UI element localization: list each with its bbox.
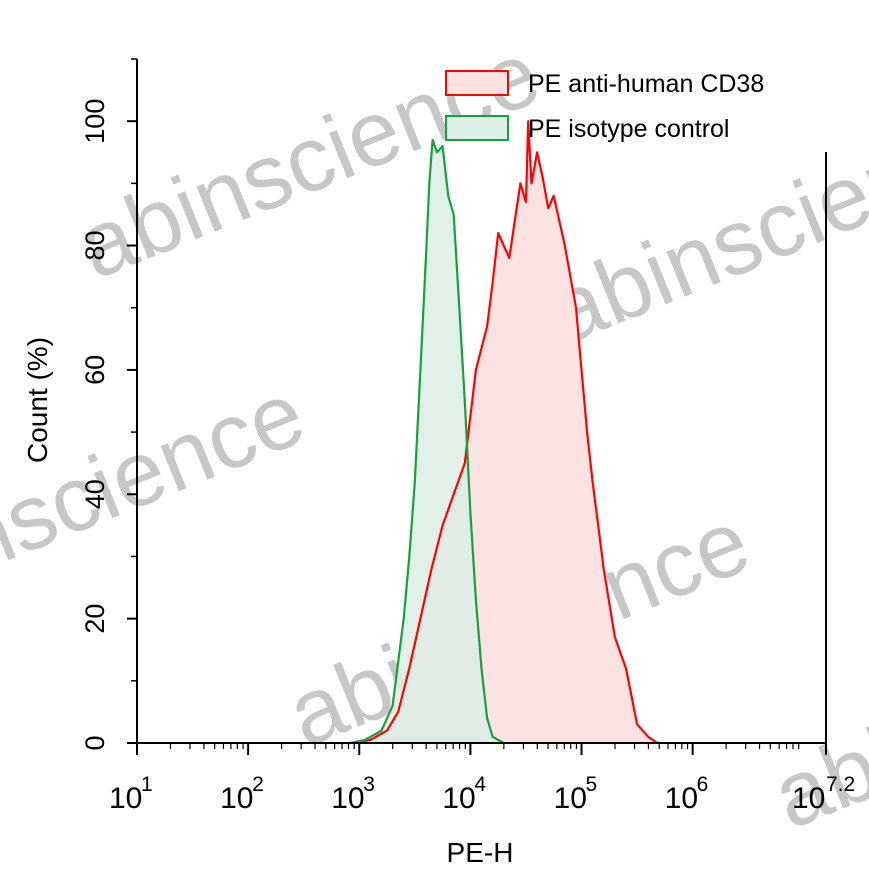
- x-tick-exponent: 5: [586, 773, 598, 796]
- y-tick-label: 40: [80, 479, 110, 509]
- legend-label-isotype: PE isotype control: [528, 115, 730, 143]
- x-tick-label: 10: [554, 782, 587, 815]
- series-line-1: [350, 138, 505, 745]
- y-tick-label: 80: [80, 231, 110, 261]
- x-tick-exponent: 1: [141, 773, 153, 796]
- x-tick-label: 10: [109, 782, 142, 815]
- series-layer: [350, 120, 658, 745]
- legend: PE anti-human CD38 PE isotype control: [445, 70, 764, 143]
- x-tick-exponent: 6: [697, 773, 709, 796]
- y-tick-label: 100: [80, 99, 110, 144]
- x-tick-label: 10: [220, 782, 253, 815]
- plot-axes: [136, 59, 827, 744]
- legend-swatch-isotype: [445, 115, 509, 141]
- y-axis-title: Count (%): [22, 337, 53, 463]
- x-tick-exponent: 7.2: [826, 773, 855, 796]
- x-tick-label: 10: [792, 782, 825, 815]
- y-tick-label: 60: [80, 355, 110, 385]
- x-tick-label: 10: [665, 782, 698, 815]
- series-area-1: [350, 139, 504, 744]
- x-axis-title: PE-H: [447, 837, 514, 868]
- y-ticks: 0 20 40 60 80 100: [80, 58, 137, 751]
- series-line-0: [353, 120, 658, 745]
- x-ticks: 101 102 103 104 105 106 10 7.2: [109, 743, 855, 815]
- x-tick-label: 10: [442, 782, 475, 815]
- legend-label-cd38: PE anti-human CD38: [528, 70, 764, 98]
- x-tick-exponent: 2: [252, 773, 264, 796]
- y-tick-label: 20: [80, 604, 110, 634]
- y-tick-label: 0: [80, 735, 110, 750]
- x-tick-label: 10: [331, 782, 364, 815]
- x-tick-exponent: 3: [363, 773, 375, 796]
- x-tick-exponent: 4: [474, 773, 486, 796]
- legend-swatch-cd38: [445, 70, 509, 96]
